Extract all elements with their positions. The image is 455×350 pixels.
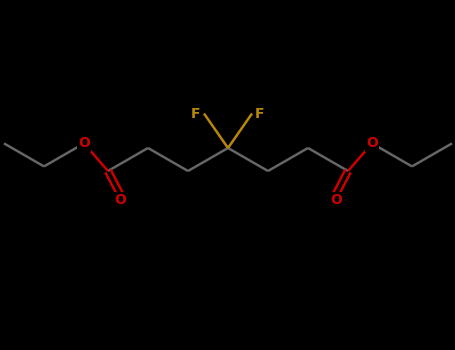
- Text: F: F: [255, 106, 265, 120]
- Text: F: F: [191, 106, 201, 120]
- Text: O: O: [78, 136, 90, 150]
- Text: O: O: [114, 193, 126, 207]
- Text: O: O: [366, 136, 378, 150]
- Text: O: O: [330, 193, 342, 207]
